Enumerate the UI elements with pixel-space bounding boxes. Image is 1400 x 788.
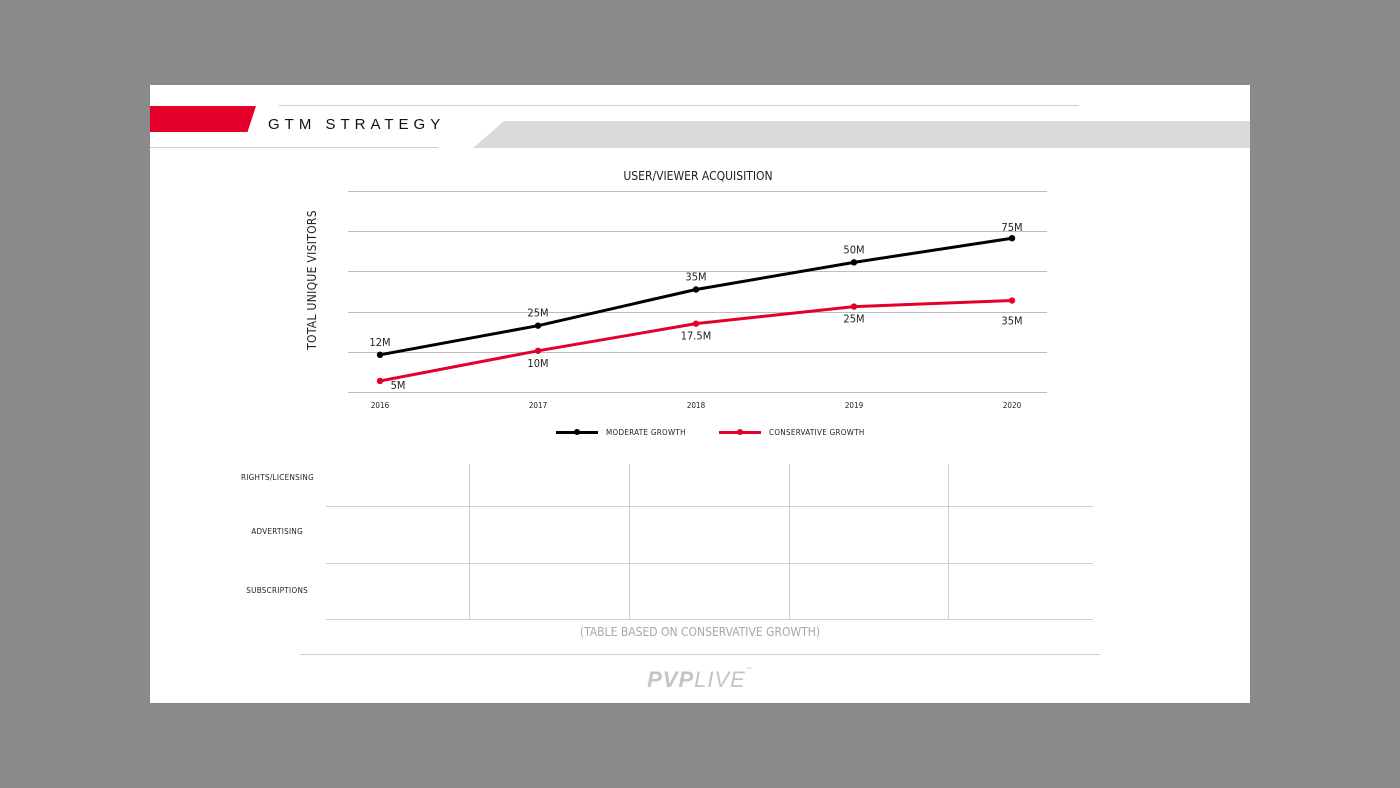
data-label: 35M — [685, 270, 706, 283]
logo-pvp: PVP — [647, 667, 695, 692]
header-accent-red — [150, 106, 256, 132]
header-top-rule — [279, 105, 1079, 106]
legend-item-conservative: CONSERVATIVE GROWTH — [719, 428, 865, 437]
header-under-rule — [150, 147, 438, 148]
table-row-label-subscriptions: SUBSCRIPTIONS — [246, 586, 308, 595]
revenue-table-grid — [326, 464, 1093, 620]
data-point — [376, 351, 384, 359]
pvplive-logo: PVPLIVE™ — [600, 667, 800, 693]
table-row-label-rights: RIGHTS/LICENSING — [240, 473, 314, 482]
legend-swatch-moderate — [556, 429, 598, 435]
page-title: GTM STRATEGY — [268, 116, 446, 133]
data-label: 25M — [843, 313, 864, 326]
logo-tm: ™ — [745, 667, 753, 673]
footer-rule — [300, 654, 1100, 655]
data-point — [692, 320, 700, 327]
x-tick-label: 2016 — [371, 401, 390, 410]
chart: 2016 2017 2018 2019 2020 12M 25M 35M 50M 75M 5M 10M… — [348, 191, 1047, 410]
header-accent-grey — [473, 121, 1250, 148]
legend-item-moderate: MODERATE GROWTH — [556, 428, 686, 437]
data-point — [534, 347, 542, 354]
logo-live: LIVE — [694, 667, 746, 692]
x-tick-label: 2019 — [845, 401, 864, 410]
x-tick-label: 2018 — [687, 401, 706, 410]
data-label: 12M — [369, 336, 390, 349]
data-point — [850, 303, 858, 310]
data-label: 50M — [843, 243, 864, 256]
data-point — [692, 286, 700, 293]
data-point — [534, 322, 542, 329]
data-point — [1008, 235, 1016, 242]
data-label: 35M — [1001, 315, 1022, 328]
x-tick-label: 2020 — [1003, 401, 1022, 410]
slide: GTM STRATEGY USER/VIEWER ACQUISITION TOT… — [150, 85, 1250, 703]
data-label: 25M — [527, 307, 548, 320]
data-point — [850, 259, 858, 266]
legend-label-conservative: CONSERVATIVE GROWTH — [769, 428, 865, 437]
legend-label-moderate: MODERATE GROWTH — [606, 428, 686, 437]
data-label: 5M — [391, 379, 406, 392]
data-point — [376, 377, 384, 385]
data-label: 10M — [527, 357, 548, 370]
table-row-label-advertising: ADVERTISING — [251, 527, 303, 536]
chart-title: USER/VIEWER ACQUISITION — [623, 169, 773, 183]
data-label: 75M — [1001, 221, 1022, 234]
x-tick-label: 2017 — [529, 401, 547, 410]
table-footnote: (TABLE BASED ON CONSERVATIVE GROWTH) — [579, 625, 821, 639]
data-label: 17.5M — [681, 330, 712, 343]
legend-swatch-conservative — [719, 429, 761, 435]
data-point — [1008, 297, 1016, 304]
